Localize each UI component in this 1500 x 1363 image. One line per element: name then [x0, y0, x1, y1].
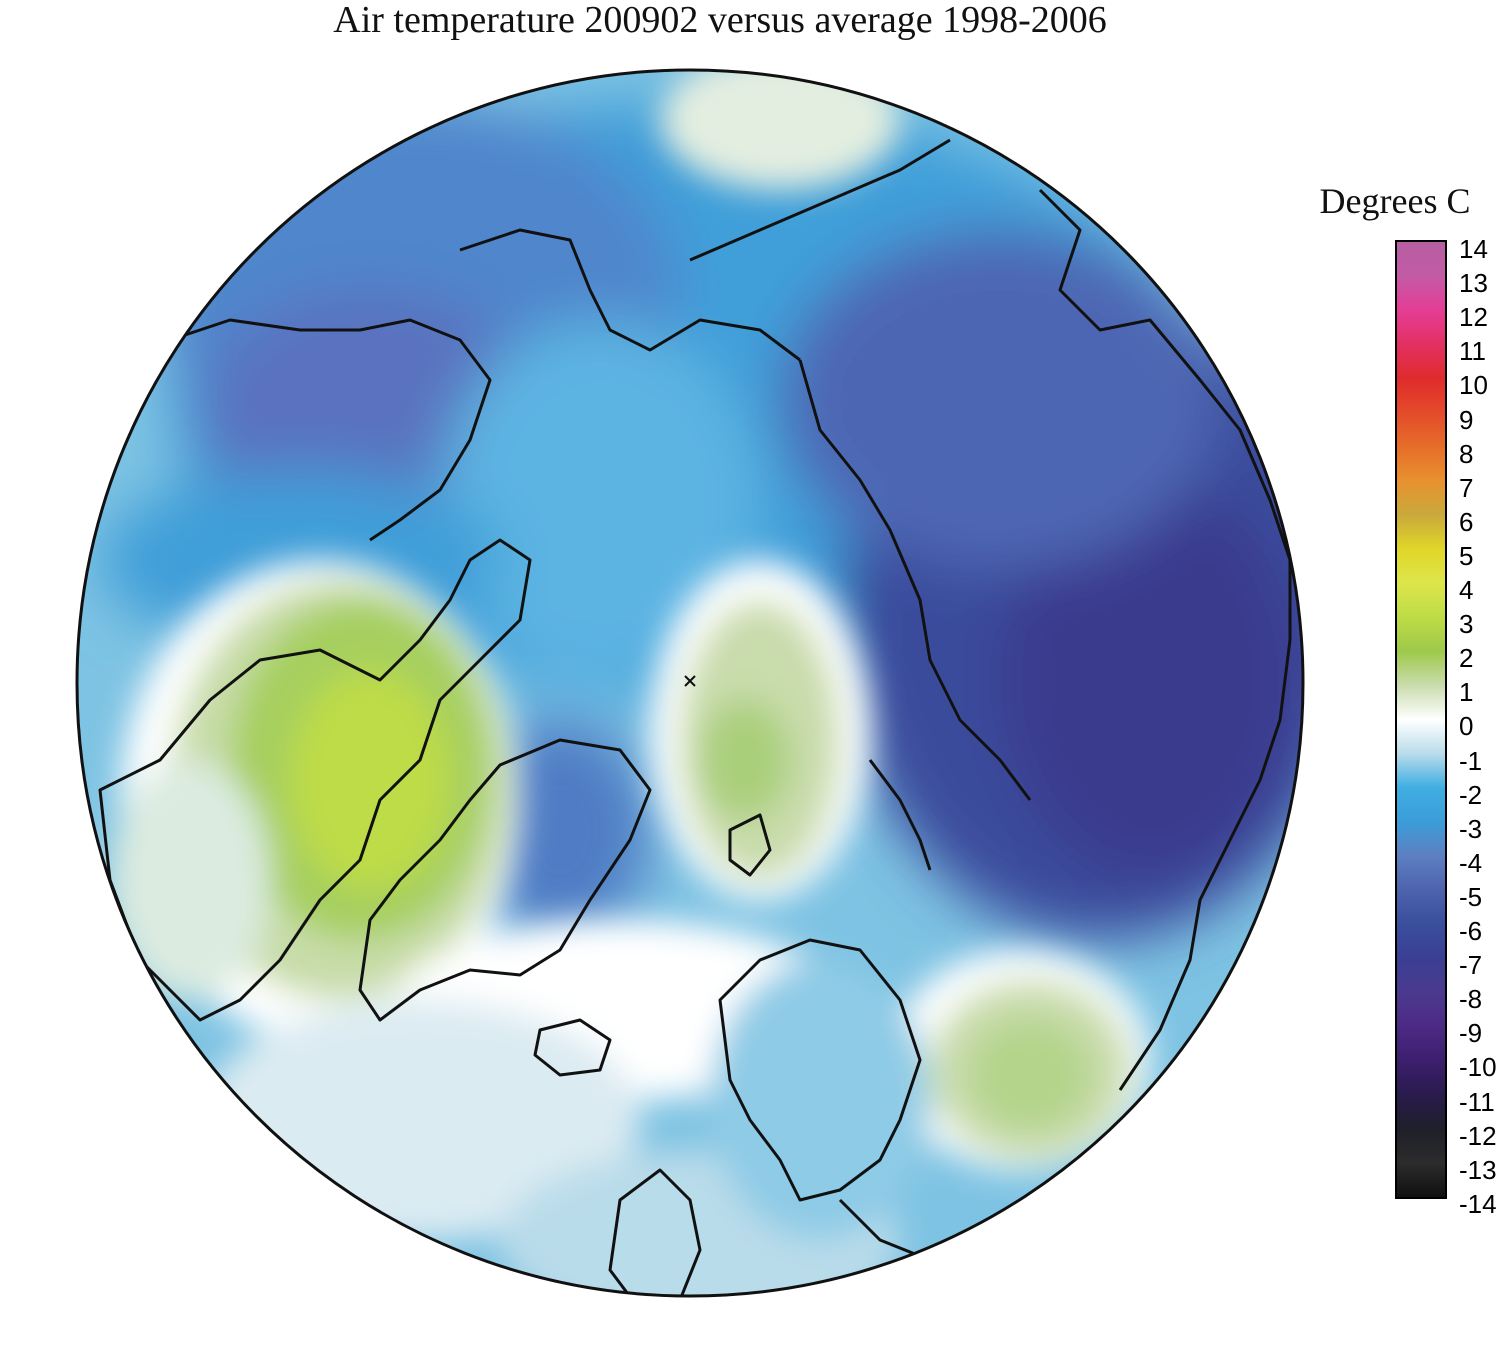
- colorbar-tick-label: 5: [1459, 540, 1474, 571]
- coastline-greenland: [358, 738, 652, 1022]
- colorbar-tick-label: 2: [1459, 643, 1474, 674]
- coastline-britain: [608, 1168, 702, 1296]
- colorbar-tick-label: 8: [1459, 438, 1474, 469]
- colorbar-tick-label: 4: [1459, 575, 1474, 605]
- coastline-iceland: [533, 1018, 612, 1077]
- legend-title: Degrees C: [1319, 181, 1471, 221]
- colorbar-tick-label: 14: [1459, 234, 1488, 264]
- colorbar-tick-label: -1: [1459, 745, 1483, 776]
- colorbar-tick-label: 9: [1459, 404, 1474, 435]
- colorbar-tick-label: -3: [1459, 813, 1483, 844]
- colorbar-tick-label: 0: [1459, 711, 1474, 742]
- north-pole-marker: [684, 675, 696, 687]
- coastline-siberia: [689, 138, 1032, 801]
- colorbar-tick-label: -2: [1459, 779, 1483, 810]
- colorbar-tick-label: 13: [1459, 268, 1488, 299]
- colorbar-tick-label: -11: [1459, 1086, 1495, 1117]
- coastline-scandinavia: [718, 938, 922, 1202]
- colorbar-tick-label: -7: [1459, 950, 1483, 981]
- colorbar-tick-label: -4: [1459, 847, 1483, 878]
- colorbar-tick-label: 11: [1459, 336, 1486, 367]
- colorbar-tick-label: -13: [1459, 1154, 1497, 1185]
- coastline-svalbard: [728, 813, 772, 877]
- map-title: Air temperature 200902 versus average 19…: [333, 0, 1107, 41]
- colorbar-tick-label: -12: [1459, 1120, 1497, 1151]
- coastline-alaska: [169, 318, 492, 542]
- colorbar-tick-label: 3: [1459, 609, 1474, 640]
- colorbar-tick-label: 10: [1459, 370, 1488, 401]
- temperature-field: [77, 70, 1303, 1296]
- colorbar-tick-label: 12: [1459, 302, 1488, 333]
- colorbar-tick-label: 7: [1459, 472, 1474, 503]
- colorbar-tick-label: 6: [1459, 506, 1474, 537]
- colorbar-tick-label: -10: [1459, 1052, 1497, 1083]
- colorbar-tick-label: -6: [1459, 916, 1483, 946]
- colorbar-tick-label: -8: [1459, 984, 1483, 1015]
- coastline-novaya-zemlya: [868, 759, 932, 871]
- colorbar-tick-label: 1: [1459, 677, 1474, 708]
- map-boundary: [75, 68, 1305, 1298]
- colorbar-tick-label: -9: [1459, 1018, 1483, 1049]
- coastline-canadian-arctic: [98, 538, 532, 1022]
- colorbar-tick-label: -14: [1459, 1188, 1497, 1219]
- colorbar-tick-label: -5: [1459, 881, 1483, 912]
- colorbar: [1395, 240, 1447, 1199]
- coastline-chukotka: [459, 228, 801, 362]
